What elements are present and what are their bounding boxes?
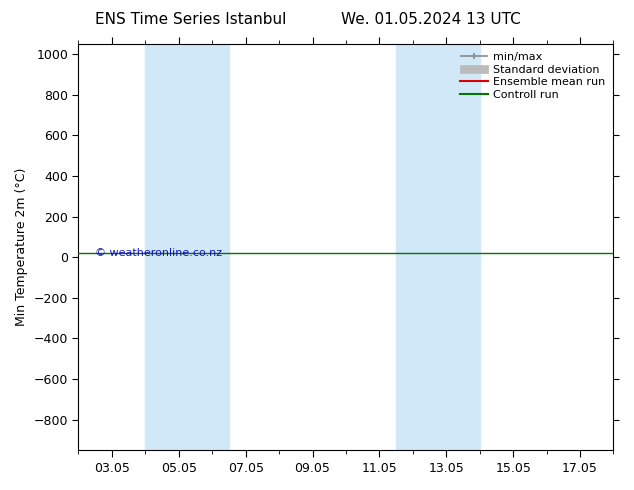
- Bar: [145, 44, 229, 450]
- Y-axis label: Min Temperature 2m (°C): Min Temperature 2m (°C): [15, 168, 28, 326]
- Text: We. 01.05.2024 13 UTC: We. 01.05.2024 13 UTC: [341, 12, 521, 27]
- Bar: [396, 44, 480, 450]
- Legend: min/max, Standard deviation, Ensemble mean run, Controll run: min/max, Standard deviation, Ensemble me…: [458, 49, 608, 102]
- Text: ENS Time Series Istanbul: ENS Time Series Istanbul: [94, 12, 286, 27]
- Text: © weatheronline.co.nz: © weatheronline.co.nz: [94, 248, 222, 258]
